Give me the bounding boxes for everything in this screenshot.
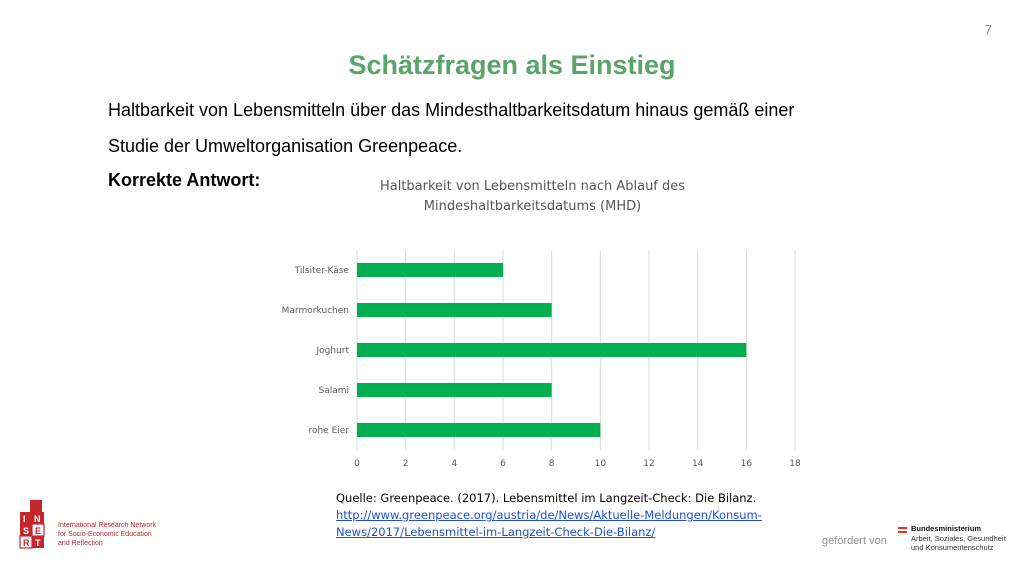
logo-letter-e: E (35, 526, 41, 536)
austria-flag-icon (898, 527, 907, 533)
page-number: 7 (984, 22, 992, 37)
logo-caption-line-2: for Socio-Economic Education (58, 531, 152, 538)
logo-caption-line-1: International Research Network (58, 522, 157, 529)
chart-title-line-2: Mindeshaltbarkeitsdatums (MHD) (423, 199, 642, 214)
category-label-4: rohe Eier (308, 426, 349, 436)
x-tick-label-6: 12 (643, 459, 654, 469)
x-tick-label-1: 2 (403, 459, 409, 469)
logo-letter-t: T (35, 538, 41, 548)
insert-logo: I N S E R T (19, 500, 45, 549)
x-tick-label-2: 4 (451, 459, 457, 469)
category-label-2: Joghurt (315, 346, 349, 356)
bar-2 (357, 343, 747, 357)
source-link-line-2[interactable]: News/2017/Lebensmittel-im-Langzeit-Check… (336, 525, 656, 539)
category-label-3: Salami (318, 386, 349, 396)
x-tick-label-3: 6 (500, 459, 506, 469)
ministry-logo-text: Bundesministerium Arbeit, Soziales, Gesu… (911, 524, 1006, 553)
slide-title: Schätzfragen als Einstieg (348, 50, 676, 80)
intro-line-1: Haltbarkeit von Lebensmitteln über das M… (108, 100, 795, 120)
bar-chart: Tilsiter-Käse Marmorkuchen Joghurt Salami ro… (282, 250, 801, 469)
category-label-1: Marmorkuchen (282, 306, 349, 316)
x-tick-label-5: 10 (595, 459, 607, 469)
chart-title: Haltbarkeit von Lebensmitteln nach Ablau… (330, 177, 735, 217)
x-tick-label-8: 16 (741, 459, 753, 469)
ministry-line-3: und Konsumentenschutz (911, 543, 994, 552)
bar-0 (357, 263, 503, 277)
logo-letter-i: I (23, 514, 26, 524)
intro-line-2: Studie der Umweltorganisation Greenpeace… (108, 136, 463, 156)
logo-caption-line-3: and Reflection (58, 540, 103, 547)
funded-by-label: gefördert von (822, 535, 887, 547)
source-citation: Quelle: Greenpeace. (2017). Lebensmittel… (336, 490, 762, 541)
ministry-line-1: Bundesministerium (911, 524, 982, 533)
ministry-line-2: Arbeit, Soziales, Gesundheit (911, 533, 1006, 543)
logo-letter-r: R (23, 538, 30, 548)
logo-letter-n: N (34, 514, 41, 524)
bar-3 (357, 383, 552, 397)
x-tick-label-4: 8 (549, 459, 555, 469)
source-text: Quelle: Greenpeace. (2017). Lebensmittel… (336, 491, 757, 505)
x-tick-label-7: 14 (692, 459, 704, 469)
chart-title-line-1: Haltbarkeit von Lebensmitteln nach Ablau… (379, 179, 686, 194)
category-label-0: Tilsiter-Käse (294, 266, 350, 276)
insert-logo-blocks (19, 500, 45, 549)
logo-caption: International Research Network for Socio… (58, 521, 156, 548)
source-link-line-1[interactable]: http://www.greenpeace.org/austria/de/New… (336, 508, 762, 522)
answer-label: Korrekte Antwort: (108, 170, 261, 190)
bar-4 (357, 423, 601, 437)
logo-letter-s: S (23, 526, 29, 536)
x-tick-label-0: 0 (354, 459, 360, 469)
bar-1 (357, 303, 552, 317)
x-tick-label-9: 18 (789, 459, 801, 469)
